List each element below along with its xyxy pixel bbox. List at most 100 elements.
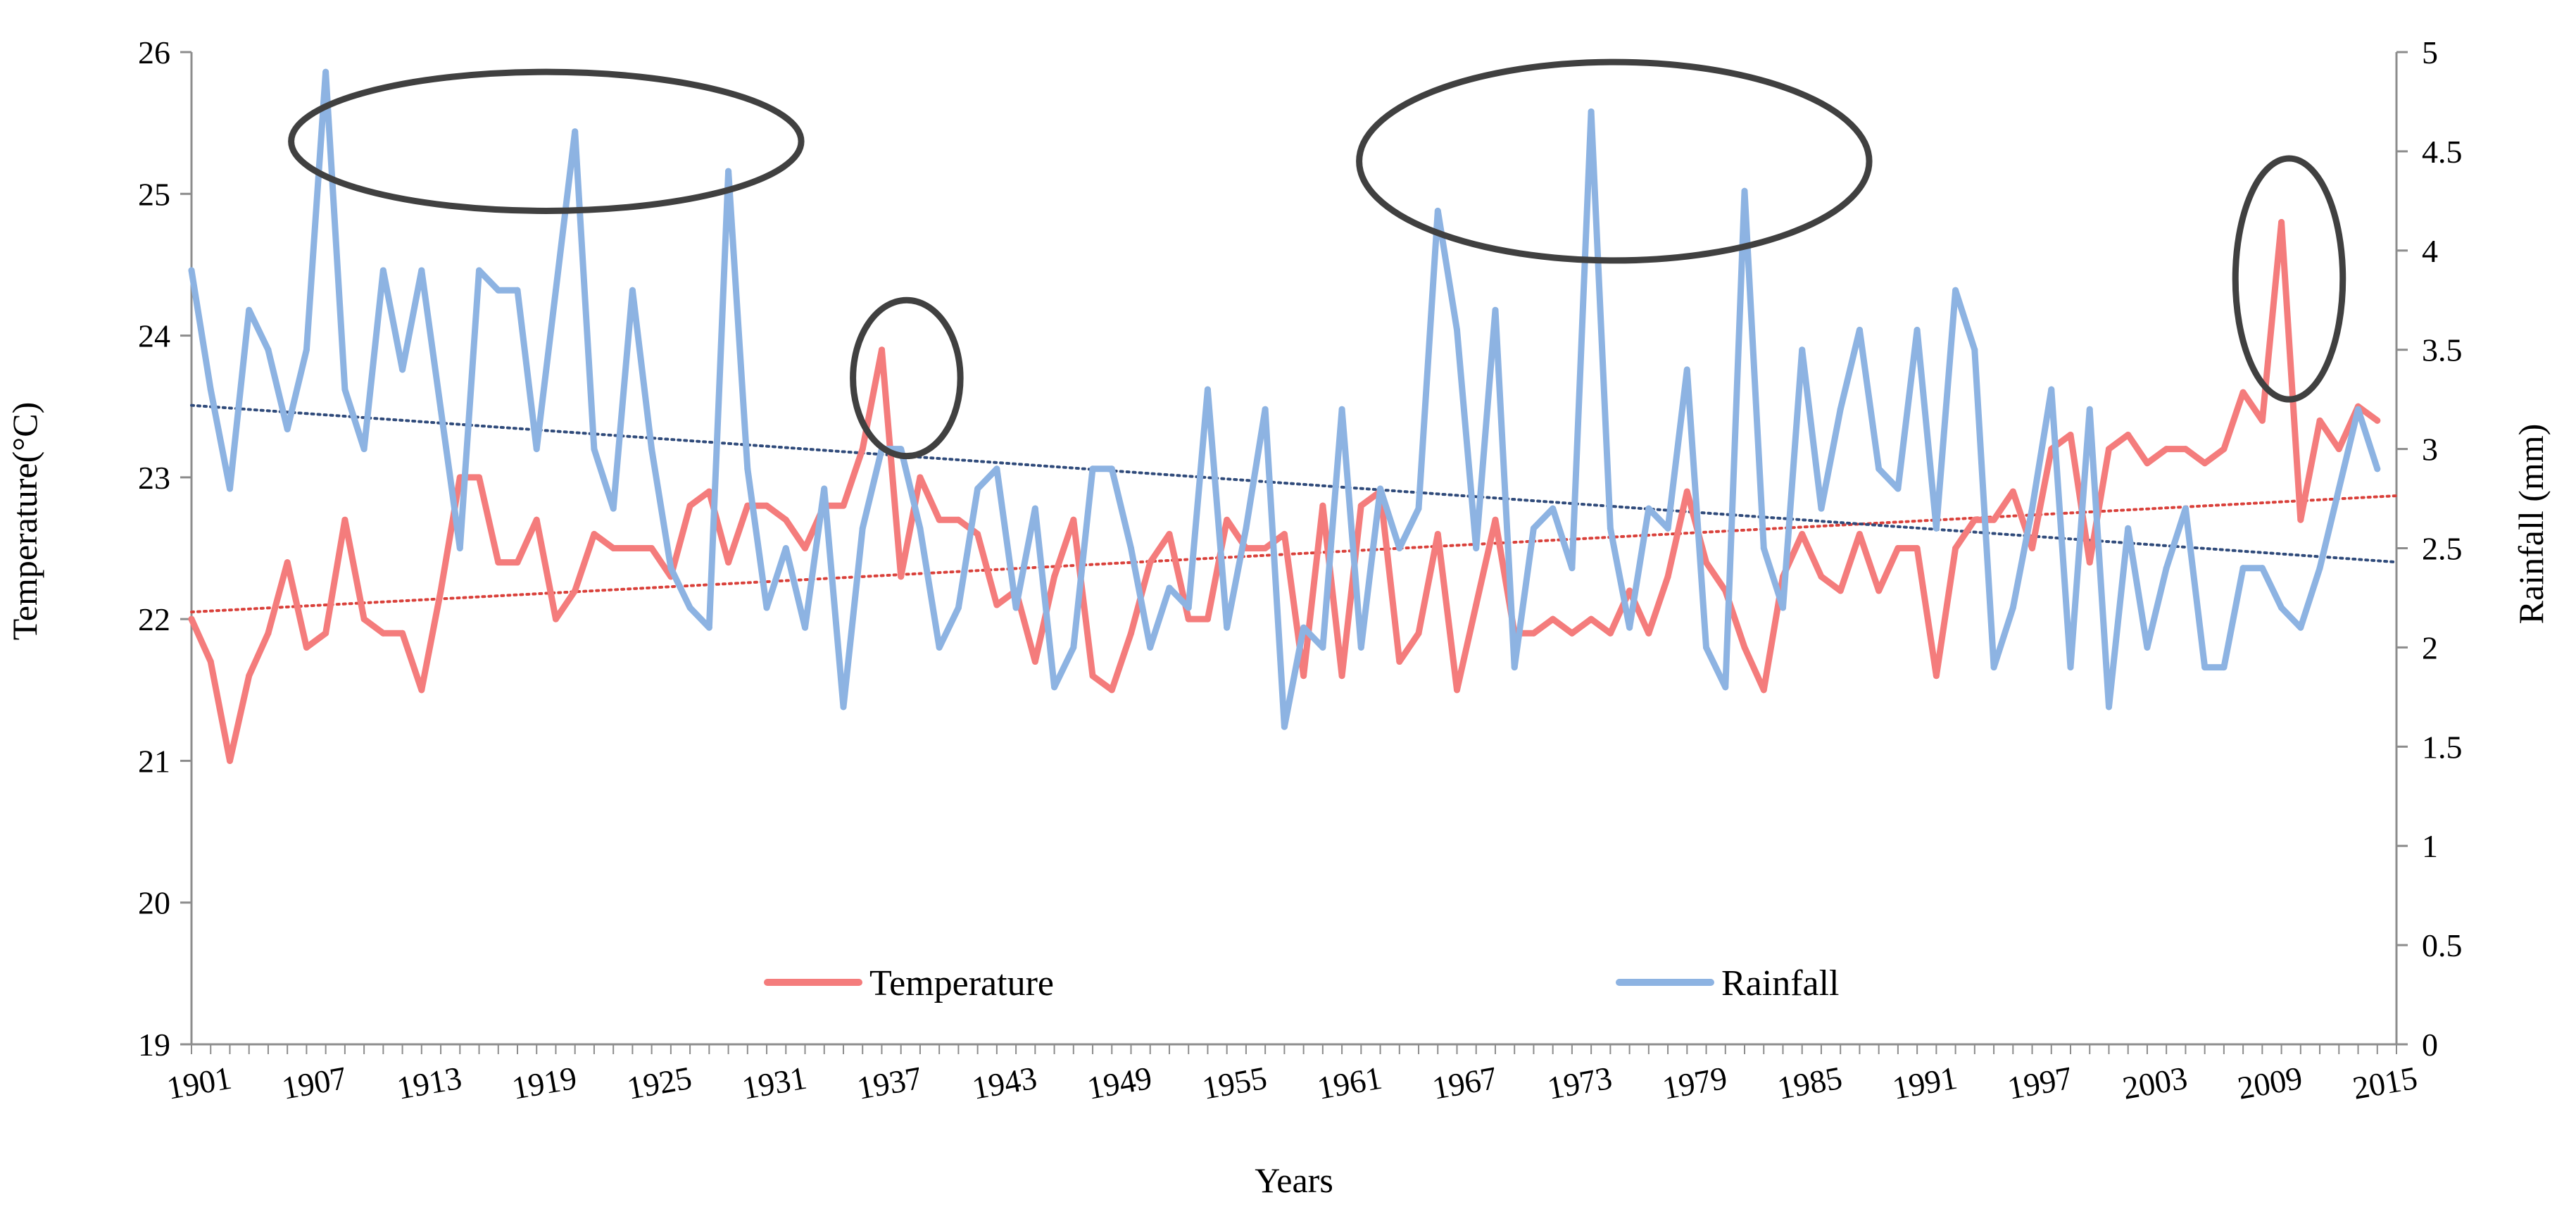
- temperature-point: [1664, 573, 1671, 580]
- rainfall-point: [1473, 545, 1480, 551]
- temperature-point: [2201, 460, 2209, 467]
- temperature-point: [782, 516, 789, 523]
- rainfall-point: [1626, 624, 1633, 631]
- temperature-point: [572, 587, 579, 594]
- temperature-point: [1108, 687, 1115, 694]
- right-y-tick-label: 5: [2422, 35, 2438, 70]
- rainfall-point: [1281, 723, 1288, 730]
- temperature-point: [2239, 389, 2247, 396]
- left-y-tick-label: 26: [138, 35, 170, 70]
- temperature-point: [1760, 687, 1767, 694]
- temperature-point: [1895, 545, 1902, 551]
- rainfall-point: [495, 287, 502, 294]
- x-tick-label: 1937: [855, 1060, 924, 1106]
- rainfall-point: [1089, 465, 1096, 473]
- temperature-point: [2163, 446, 2170, 453]
- rainfall-point: [744, 465, 751, 473]
- highlight-ellipse: [288, 68, 805, 214]
- rainfall-point: [2278, 604, 2285, 611]
- temperature-point: [2182, 446, 2189, 453]
- x-tick-label: 1931: [739, 1060, 809, 1106]
- rainfall-point: [2105, 703, 2112, 711]
- rainfall-point: [2029, 505, 2036, 512]
- temperature-point: [360, 615, 367, 623]
- temperature-point: [1300, 673, 1307, 680]
- rainfall-point: [2239, 565, 2247, 572]
- temperature-point: [1837, 587, 1844, 594]
- x-tick-label: 1901: [164, 1060, 234, 1106]
- temperature-point: [1588, 615, 1595, 623]
- temperature-point: [476, 474, 483, 481]
- rainfall-point: [591, 446, 598, 453]
- rainfall-point: [246, 306, 253, 313]
- temperature-point: [648, 545, 655, 551]
- rainfall-point: [1664, 525, 1671, 532]
- temperature-point: [1128, 630, 1135, 637]
- rainfall-point: [1031, 505, 1038, 512]
- rainfall-point: [667, 565, 674, 572]
- temperature-point: [1683, 488, 1690, 495]
- rainfall-point: [1434, 207, 1441, 214]
- rainfall-point: [1224, 624, 1231, 631]
- x-axis-title: Years: [1255, 1161, 1333, 1200]
- right-y-tick-label: 2.5: [2422, 531, 2463, 567]
- temperature-point: [993, 601, 1000, 608]
- rainfall-point: [2067, 664, 2074, 671]
- temperature-point: [265, 630, 272, 637]
- temperature-point: [610, 545, 617, 551]
- temperature-point: [898, 573, 905, 580]
- x-tick-label: 2003: [2120, 1060, 2189, 1106]
- x-tick-label: 1961: [1314, 1060, 1384, 1106]
- temperature-point: [1952, 545, 1959, 551]
- temperature-point: [456, 474, 463, 481]
- temperature-point: [2086, 559, 2093, 566]
- temperature-point: [744, 502, 751, 509]
- rainfall-point: [2163, 565, 2170, 572]
- left-y-tick-label: 24: [138, 318, 170, 354]
- temperature-point: [2258, 417, 2266, 424]
- temperature-point: [1473, 601, 1480, 608]
- rainfall-point: [1703, 644, 1710, 651]
- rainfall-point: [821, 485, 828, 492]
- rainfall-point: [456, 545, 463, 551]
- temperature-point: [418, 687, 425, 694]
- temperature-point: [284, 559, 291, 566]
- rainfall-point: [936, 644, 943, 651]
- rainfall-point: [974, 485, 981, 492]
- rainfall-point: [686, 604, 693, 611]
- rainfall-point: [840, 703, 847, 711]
- temperature-point: [1204, 615, 1211, 623]
- temperature-point: [1319, 502, 1326, 509]
- rainfall-point: [705, 624, 712, 631]
- rainfall-point: [1837, 406, 1844, 413]
- x-tick-label: 1913: [394, 1060, 464, 1106]
- rainfall-point: [188, 267, 195, 274]
- rainfall-point: [1779, 604, 1786, 611]
- rainfall-point: [782, 545, 789, 551]
- rainfall-point: [859, 525, 866, 532]
- x-tick-label: 1997: [2005, 1060, 2075, 1106]
- temperature-point: [1166, 530, 1173, 537]
- rainfall-point: [1990, 664, 1997, 671]
- temperature-point: [936, 516, 943, 523]
- rainfall-point: [418, 267, 425, 274]
- temperature-point: [2335, 446, 2342, 453]
- rainfall-point: [1933, 525, 1940, 532]
- rainfall-point: [763, 604, 770, 611]
- rainfall-point: [1108, 465, 1115, 473]
- temperature-point: [955, 516, 962, 523]
- temperature-point: [1876, 587, 1883, 594]
- legend: Temperature Rainfall: [764, 963, 1840, 1003]
- rainfall-point: [399, 366, 406, 373]
- temperature-point: [2125, 431, 2132, 438]
- temperature-point: [246, 673, 253, 680]
- temperature-point: [1185, 615, 1192, 623]
- rainfall-series-line: [188, 68, 2381, 730]
- temperature-point: [1281, 530, 1288, 537]
- temperature-point: [552, 615, 559, 623]
- rainfall-point: [360, 446, 367, 453]
- temperature-point: [591, 530, 598, 537]
- temperature-point: [725, 559, 732, 566]
- highlight-ellipse: [2232, 155, 2346, 403]
- legend-label-rainfall: Rainfall: [1721, 963, 1840, 1003]
